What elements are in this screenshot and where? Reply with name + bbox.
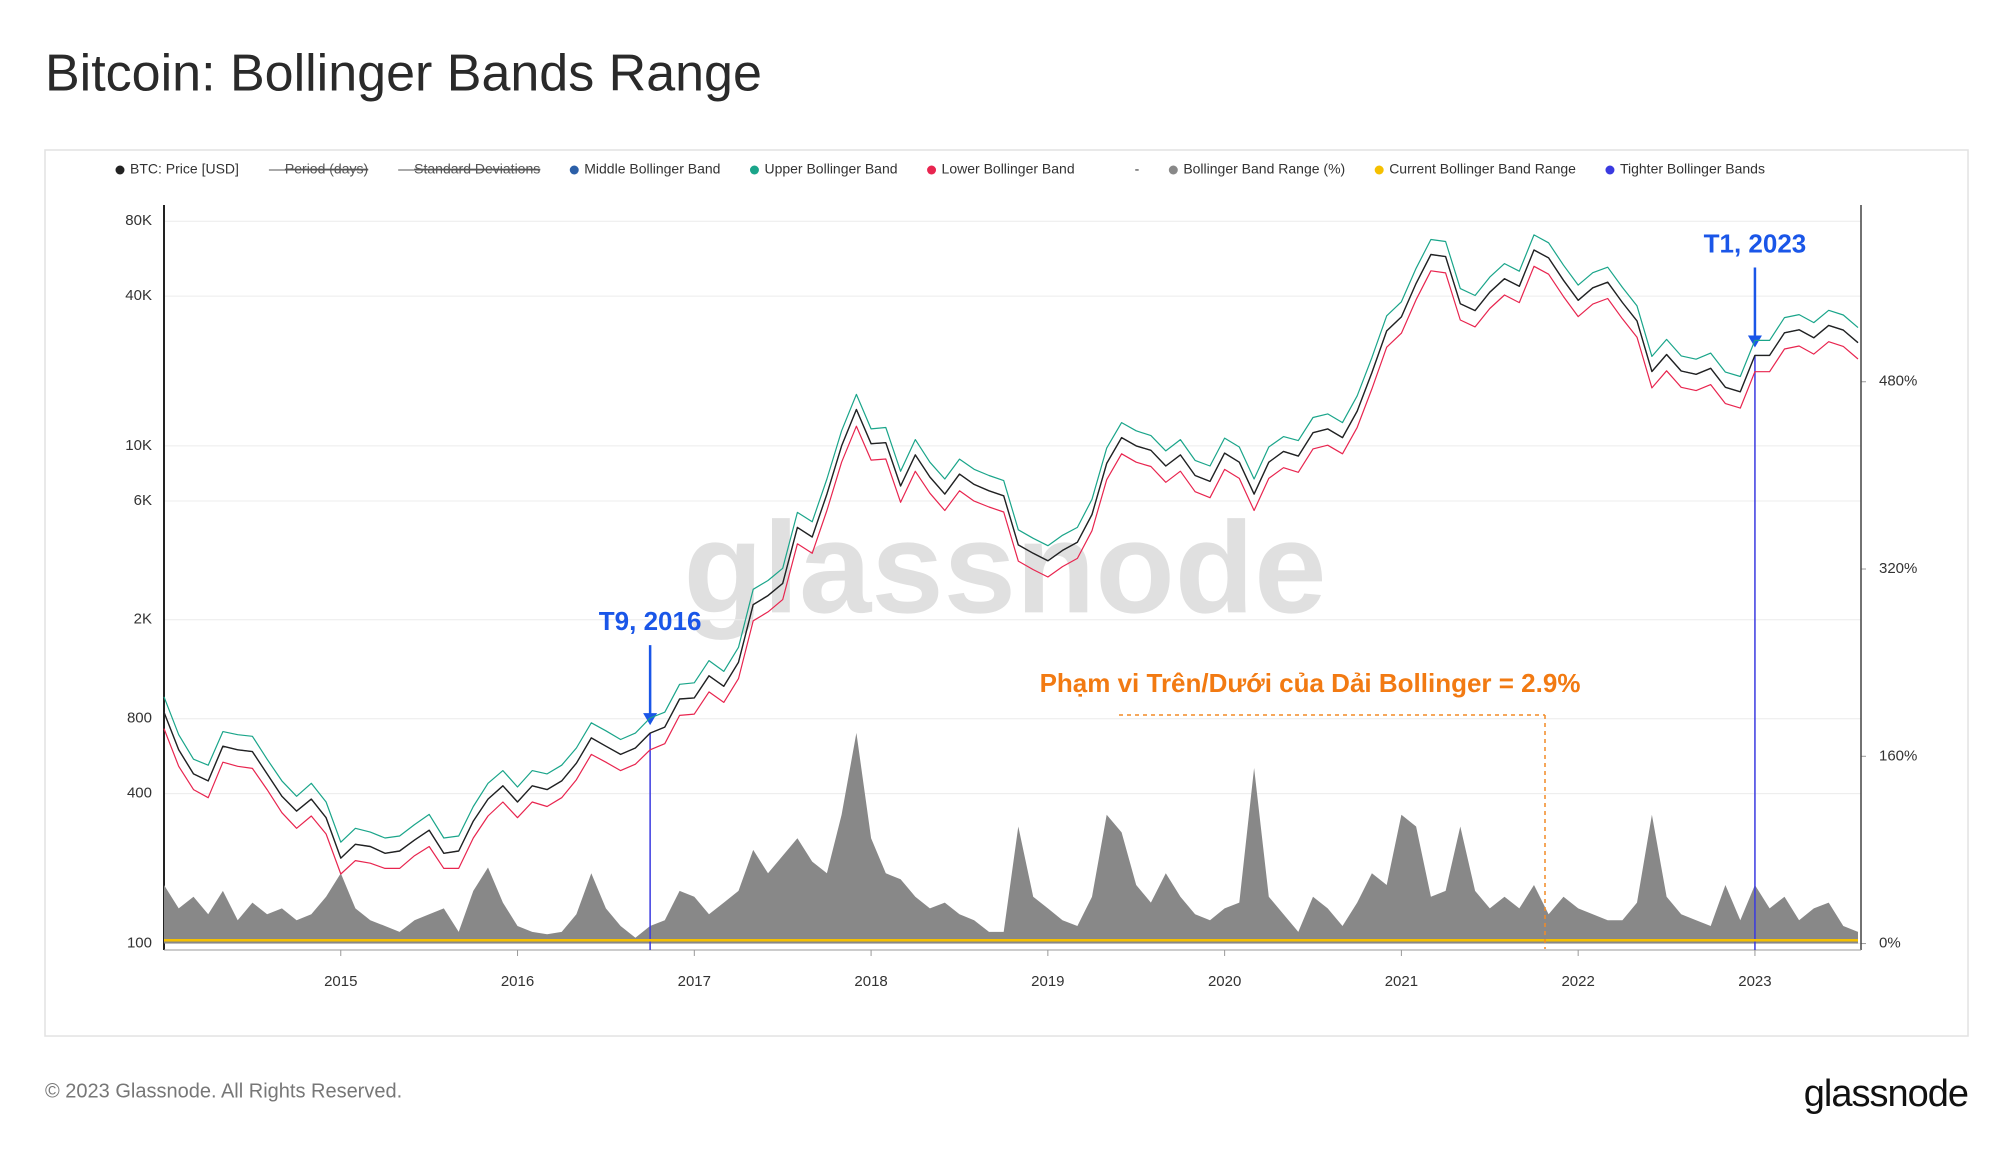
x-tick-label: 2017 [678,973,711,990]
range-area [164,732,1858,944]
y2-tick-label: 160% [1879,747,1917,764]
copyright: © 2023 Glassnode. All Rights Reserved. [45,1080,402,1102]
chart-frame [44,149,1969,1037]
y-tick-label: 6K [134,492,152,509]
legend-marker [1374,165,1384,175]
legend-label: BTC: Price [USD] [130,161,239,177]
y-tick-label: 400 [127,785,152,802]
page-title: Bitcoin: Bollinger Bands Range [45,45,762,103]
legend-label: Lower Bollinger Band [942,161,1075,177]
legend-label: Tighter Bollinger Bands [1620,161,1765,177]
y-tick-label: 800 [127,710,152,727]
legend-marker [1168,165,1178,175]
legend-label: Middle Bollinger Band [584,161,720,177]
legend-label: Upper Bollinger Band [764,161,897,177]
annotation-label: T1, 2023 [1704,228,1807,258]
x-tick-label: 2020 [1208,973,1241,990]
annotation: Phạm vi Trên/Dưới của Dải Bollinger = 2.… [1040,668,1581,698]
legend-label: Standard Deviations [414,161,540,177]
legend-label: Current Bollinger Band Range [1389,161,1576,177]
y2-tick-label: 0% [1879,935,1901,952]
legend-marker [569,165,579,175]
series-line [163,265,1859,875]
legend-marker [749,165,759,175]
x-tick-label: 2022 [1561,973,1594,990]
x-tick-label: 2023 [1738,973,1771,990]
y2-tick-label: 320% [1879,560,1917,577]
series-line [163,234,1859,843]
series-line [163,249,1859,859]
y-tick-label: 80K [125,212,152,229]
y-tick-label: 10K [125,437,152,454]
legend-label: - [1135,161,1140,177]
y-tick-label: 100 [127,934,152,951]
x-tick-label: 2019 [1031,973,1064,990]
legend: BTC: Price [USD] Period (days) Standard De… [115,161,1765,177]
x-tick-label: 2015 [324,973,357,990]
legend-label: Period (days) [285,161,368,177]
y-tick-label: 40K [125,287,152,304]
legend-marker [1605,165,1615,175]
x-tick-label: 2016 [501,973,534,990]
logo: glassnode [1804,1073,1968,1115]
annotation-label: T9, 2016 [599,606,702,636]
plot-area: 100 400 800 2K 6K 10K 40K 80K 0% 160% 320% 480% 2015… [125,205,1917,990]
x-tick-label: 2021 [1385,973,1418,990]
y-tick-label: 2K [134,611,152,628]
legend-marker [927,165,937,175]
legend-marker [115,165,125,175]
legend-label: Bollinger Band Range (%) [1183,161,1345,177]
x-tick-label: 2018 [854,973,887,990]
y2-tick-label: 480% [1879,373,1917,390]
